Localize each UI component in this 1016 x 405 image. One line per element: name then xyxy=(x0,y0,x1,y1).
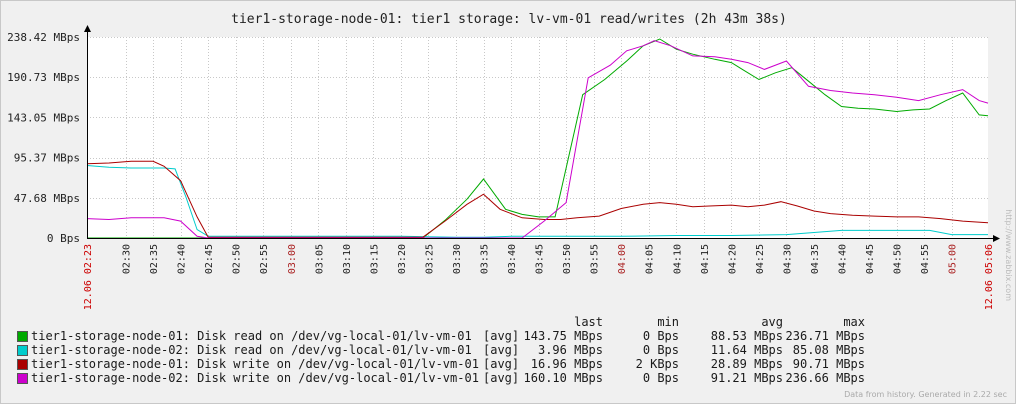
legend-header-avg: avg xyxy=(761,315,783,329)
legend-avg: 88.53 MBps xyxy=(710,329,783,343)
x-tick-label: 03:55 xyxy=(590,244,601,274)
legend-header-last: last xyxy=(574,315,603,329)
x-tick-label: 04:00 xyxy=(617,244,628,274)
legend-swatch xyxy=(17,359,28,370)
x-tick-label: 04:25 xyxy=(755,244,766,274)
y-tick-label: 238.42 MBps xyxy=(7,31,80,44)
x-tick-label: 03:50 xyxy=(562,244,573,274)
legend-fn: [avg] xyxy=(483,329,520,343)
legend-fn: [avg] xyxy=(483,371,520,385)
legend-avg: 28.89 MBps xyxy=(710,357,783,371)
legend-last: 160.10 MBps xyxy=(523,371,603,385)
legend-last: 143.75 MBps xyxy=(523,329,603,343)
y-tick-labels: 0 Bps 47.68 MBps 95.37 MBps 143.05 MBps 190.… xyxy=(7,31,80,245)
x-tick-label: 04:20 xyxy=(727,244,738,274)
x-tick-label: 04:40 xyxy=(838,244,849,274)
legend-min: 0 Bps xyxy=(642,371,679,385)
legend-last: 3.96 MBps xyxy=(537,343,603,357)
plot-background xyxy=(87,37,988,238)
y-tick-label: 47.68 MBps xyxy=(14,192,80,205)
x-tick-label: 02:50 xyxy=(232,244,243,274)
legend: last min avg max tier1-storage-node-01: … xyxy=(15,315,865,385)
x-tick-label: 03:30 xyxy=(452,244,463,274)
x-tick-label: 04:50 xyxy=(893,244,904,274)
x-tick-label: 05:00 xyxy=(948,244,959,274)
legend-max: 90.71 MBps xyxy=(792,357,865,371)
x-tick-label: 04:05 xyxy=(645,244,656,274)
legend-row: tier1-storage-node-01: Disk read on /dev… xyxy=(15,329,865,343)
x-axis-arrow xyxy=(993,235,1000,242)
y-axis-arrow xyxy=(84,25,91,32)
x-tick-label: 04:10 xyxy=(672,244,683,274)
x-tick-label: 03:15 xyxy=(369,244,380,274)
legend-name: tier1-storage-node-02: Disk read on /dev… xyxy=(31,343,472,357)
chart-title: tier1-storage-node-01: tier1 storage: lv… xyxy=(231,12,787,27)
legend-last: 16.96 MBps xyxy=(530,357,603,371)
x-tick-label: 04:30 xyxy=(782,244,793,274)
legend-fn: [avg] xyxy=(483,357,520,371)
y-tick-label: 95.37 MBps xyxy=(14,152,80,165)
legend-header-max: max xyxy=(843,315,865,329)
legend-max: 236.71 MBps xyxy=(785,329,865,343)
legend-min: 2 KBps xyxy=(635,357,679,371)
x-tick-label: 03:00 xyxy=(287,244,298,274)
legend-swatch xyxy=(17,345,28,356)
x-tick-label: 03:25 xyxy=(424,244,435,274)
legend-name: tier1-storage-node-01: Disk write on /de… xyxy=(31,357,479,371)
x-tick-label: 04:55 xyxy=(920,244,931,274)
legend-row: tier1-storage-node-01: Disk write on /de… xyxy=(15,357,865,371)
zabbix-watermark: http://www.zabbix.com xyxy=(1004,209,1013,301)
x-tick-label: 03:20 xyxy=(397,244,408,274)
x-edge-date-label: 12.06 05:06 xyxy=(984,244,995,310)
axes xyxy=(84,25,1000,242)
x-tick-label: 02:55 xyxy=(259,244,270,274)
legend-avg: 91.21 MBps xyxy=(710,371,783,385)
legend-min: 0 Bps xyxy=(642,343,679,357)
y-tick-label: 190.73 MBps xyxy=(7,71,80,84)
legend-rows: tier1-storage-node-01: Disk read on /dev… xyxy=(15,329,865,385)
x-tick-label: 03:45 xyxy=(535,244,546,274)
legend-header-min: min xyxy=(657,315,679,329)
x-tick-label: 02:45 xyxy=(204,244,215,274)
x-tick-label: 03:10 xyxy=(342,244,353,274)
series-line-2 xyxy=(86,165,988,238)
generation-footer: Data from history. Generated in 2.22 sec xyxy=(844,390,1007,399)
legend-max: 85.08 MBps xyxy=(792,343,865,357)
plot-area xyxy=(87,37,988,238)
series-line-3 xyxy=(86,160,989,238)
legend-row: tier1-storage-node-02: Disk write on /de… xyxy=(15,371,865,385)
legend-min: 0 Bps xyxy=(642,329,679,343)
legend-name: tier1-storage-node-01: Disk read on /dev… xyxy=(31,329,472,343)
x-tick-label: 03:05 xyxy=(314,244,325,274)
series-line-4 xyxy=(86,40,989,239)
x-tick-label: 04:35 xyxy=(810,244,821,274)
x-tick-label: 02:40 xyxy=(177,244,188,274)
legend-avg: 11.64 MBps xyxy=(710,343,783,357)
x-tick-label: 04:45 xyxy=(865,244,876,274)
x-tick-label: 02:35 xyxy=(149,244,160,274)
legend-row: tier1-storage-node-02: Disk read on /dev… xyxy=(15,343,865,357)
legend-swatch xyxy=(17,373,28,384)
y-tick-label: 143.05 MBps xyxy=(7,111,80,124)
x-tick-label: 03:40 xyxy=(507,244,518,274)
x-tick-label: 04:15 xyxy=(700,244,711,274)
x-tick-label: 02:30 xyxy=(122,244,133,274)
x-tick-label: 03:35 xyxy=(480,244,491,274)
legend-fn: [avg] xyxy=(483,343,520,357)
y-tick-label: 0 Bps xyxy=(47,232,80,245)
legend-swatch xyxy=(17,331,28,342)
legend-max: 236.66 MBps xyxy=(785,371,865,385)
x-tick-labels: 02:30 02:35 02:40 02:45 02:50 02:55 03:00 03:05… xyxy=(83,244,995,310)
legend-header: last min avg max xyxy=(15,315,865,329)
legend-name: tier1-storage-node-02: Disk write on /de… xyxy=(31,371,479,385)
x-edge-date-label: 12.06 02:23 xyxy=(83,244,94,310)
